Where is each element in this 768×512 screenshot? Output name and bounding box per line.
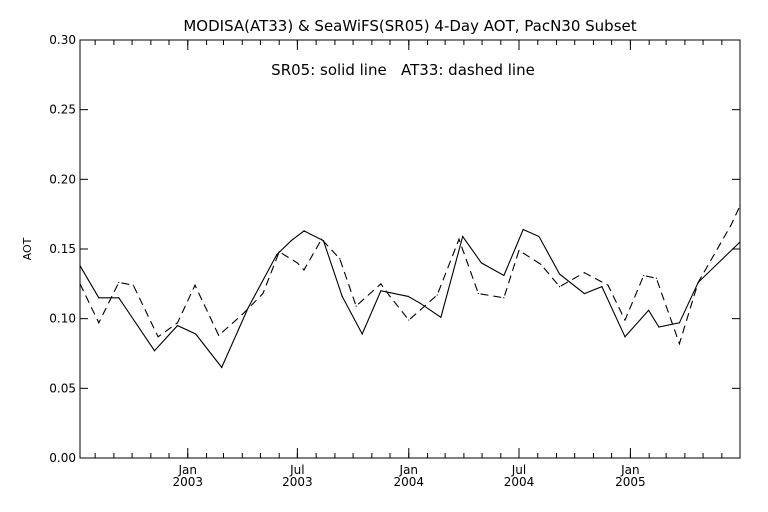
data-point-sr05	[221, 366, 223, 369]
data-point-sr05	[98, 297, 100, 299]
data-point-sr05	[176, 325, 179, 327]
data-point-sr05	[480, 262, 483, 264]
data-point-sr05	[195, 333, 197, 335]
data-point-at33	[389, 295, 391, 297]
y-tick-label: 0.00	[49, 451, 76, 465]
data-point-sr05	[462, 235, 464, 238]
x-tick-month: Jul	[511, 463, 526, 477]
data-point-at33	[477, 292, 480, 295]
data-point-at33	[678, 343, 681, 345]
y-tick-label: 0.25	[49, 103, 76, 117]
data-point-sr05	[276, 253, 278, 256]
data-point-at33	[79, 283, 81, 285]
data-point-sr05	[153, 350, 156, 352]
y-tick-label: 0.10	[49, 312, 76, 326]
data-point-sr05	[341, 295, 343, 297]
data-point-sr05	[79, 265, 81, 267]
y-tick-label: 0.15	[49, 242, 76, 256]
data-point-at33	[98, 322, 100, 324]
data-point-sr05	[558, 273, 561, 275]
data-point-sr05	[380, 290, 382, 292]
y-axis: 0.00 0.05 0.10 0.15 0.20 0.25 0.30	[49, 33, 740, 465]
data-point-sr05	[678, 322, 681, 324]
data-point-at33	[624, 319, 626, 321]
y-tick-label: 0.30	[49, 33, 76, 47]
data-point-at33	[303, 269, 305, 271]
data-point-at33	[262, 292, 264, 295]
data-point-at33	[739, 205, 741, 207]
data-point-at33	[380, 283, 382, 285]
data-point-at33	[697, 281, 699, 284]
data-point-at33	[241, 313, 243, 316]
data-point-at33	[655, 277, 658, 279]
series-lines	[79, 205, 741, 369]
data-point-sr05	[290, 240, 292, 242]
data-point-at33	[339, 258, 341, 260]
data-point-at33	[118, 281, 120, 284]
x-tick-year: 2004	[394, 475, 425, 489]
data-point-at33	[132, 284, 134, 286]
x-tick-year: 2003	[282, 475, 313, 489]
data-point-at33	[194, 284, 196, 286]
data-point-at33	[278, 251, 280, 253]
data-point-at33	[157, 336, 159, 338]
data-point-at33	[503, 297, 505, 299]
data-point-at33	[583, 272, 585, 274]
data-point-at33	[540, 263, 542, 265]
data-point-sr05	[419, 302, 421, 304]
data-point-sr05	[361, 333, 363, 335]
data-point-at33	[176, 322, 179, 324]
data-point-sr05	[624, 336, 626, 338]
data-point-at33	[643, 274, 645, 277]
data-point-at33	[558, 286, 561, 288]
data-point-sr05	[118, 297, 120, 299]
data-point-sr05	[440, 316, 442, 318]
data-point-sr05	[739, 241, 741, 243]
data-point-sr05	[407, 295, 409, 297]
data-point-at33	[320, 238, 323, 240]
y-tick-label: 0.05	[49, 381, 76, 395]
data-point-sr05	[303, 230, 305, 232]
data-point-at33	[408, 319, 410, 321]
data-point-at33	[518, 249, 520, 251]
y-axis-label: AOT	[21, 237, 34, 260]
data-point-sr05	[503, 274, 505, 277]
data-point-sr05	[538, 235, 540, 238]
x-tick-month: Jul	[289, 463, 304, 477]
y-tick-label: 0.20	[49, 172, 76, 186]
data-point-at33	[458, 238, 460, 240]
chart-title: MODISA(AT33) & SeaWiFS(SR05) 4-Day AOT, …	[183, 17, 636, 35]
x-tick-month: Jan	[399, 463, 419, 477]
data-point-sr05	[601, 286, 603, 288]
data-point-at33	[436, 294, 438, 296]
data-point-sr05	[522, 228, 524, 231]
data-point-at33	[730, 224, 732, 226]
x-tick-month: Jan	[620, 463, 640, 477]
data-point-at33	[296, 262, 298, 264]
data-point-at33	[355, 305, 357, 307]
series-line-sr05	[79, 228, 741, 369]
x-tick-month: Jan	[178, 463, 198, 477]
data-point-at33	[218, 334, 220, 336]
plot-frame	[79, 39, 741, 459]
data-point-sr05	[247, 306, 249, 309]
x-tick-year: 2003	[173, 475, 204, 489]
data-point-at33	[607, 284, 609, 286]
series-line-at33	[79, 205, 741, 346]
line-style-annotation: SR05: solid line AT33: dashed line	[271, 61, 535, 79]
data-point-sr05	[658, 326, 660, 328]
data-point-sr05	[647, 309, 650, 311]
x-tick-year: 2004	[504, 475, 535, 489]
x-tick-year: 2005	[615, 475, 646, 489]
data-point-sr05	[583, 292, 585, 295]
